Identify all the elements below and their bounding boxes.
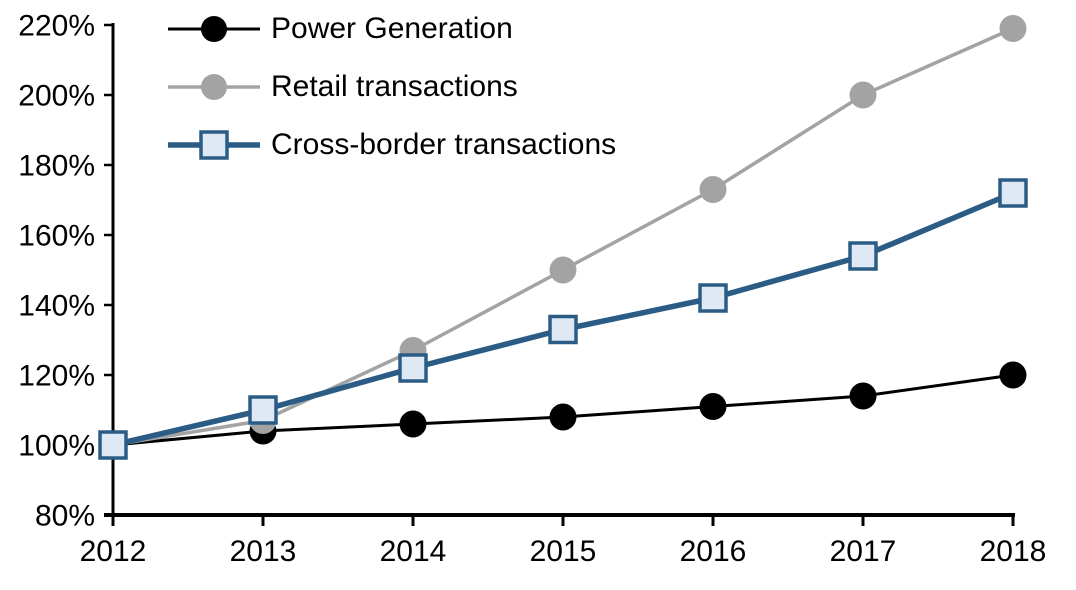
legend-marker-sample xyxy=(201,74,227,100)
y-axis-tick-label: 80% xyxy=(35,500,95,533)
data-point-marker-cross-border-transactions xyxy=(998,178,1028,208)
data-point-marker-power-generation xyxy=(399,410,427,438)
data-point-marker-cross-border-transactions xyxy=(398,353,428,383)
x-axis-tick-label: 2016 xyxy=(680,535,747,568)
legend-label-retail-transactions: Retail transactions xyxy=(271,70,518,103)
data-point-marker-retail-transactions xyxy=(549,256,577,284)
y-axis-tick-label: 120% xyxy=(18,360,95,393)
legend-marker-cross-border-transactions-icon xyxy=(168,130,260,160)
x-axis-tick-label: 2018 xyxy=(980,535,1047,568)
x-axis-tick-label: 2017 xyxy=(830,535,897,568)
data-point-marker-cross-border-transactions xyxy=(848,241,878,271)
data-point-marker-retail-transactions xyxy=(699,176,727,203)
x-axis-tick-label: 2012 xyxy=(80,535,147,568)
legend-marker-sample xyxy=(201,16,227,42)
data-point-marker-retail-transactions xyxy=(849,81,877,109)
legend-item-retail-transactions: Retail transactions xyxy=(166,70,616,104)
x-axis-tick-label: 2014 xyxy=(380,535,447,568)
data-point-marker-cross-border-transactions xyxy=(248,395,278,425)
y-axis-tick-label: 220% xyxy=(18,10,95,43)
y-axis-tick-label: 160% xyxy=(18,220,95,253)
data-point-marker-power-generation xyxy=(849,382,877,410)
data-point-marker-cross-border-transactions xyxy=(548,314,578,345)
x-axis-tick-label: 2013 xyxy=(230,535,297,568)
legend-marker-power-generation-icon xyxy=(168,16,260,42)
y-axis-tick-label: 180% xyxy=(18,150,95,183)
legend-label-cross-border-transactions: Cross-border transactions xyxy=(271,128,617,161)
legend-label-power-generation: Power Generation xyxy=(271,12,513,45)
data-point-marker-power-generation xyxy=(699,393,727,420)
legend: Power Generation Retail transactions Cro… xyxy=(166,12,616,162)
legend-marker-sample xyxy=(199,130,229,160)
y-axis-tick-label: 100% xyxy=(18,430,95,463)
y-axis-tick-label: 200% xyxy=(18,80,95,113)
y-axis-tick-label: 140% xyxy=(18,290,95,323)
data-point-marker-power-generation xyxy=(549,403,577,431)
x-axis-tick-label: 2015 xyxy=(530,535,597,568)
data-point-marker-cross-border-transactions xyxy=(698,283,728,313)
data-point-marker-cross-border-transactions xyxy=(98,430,128,460)
data-point-marker-power-generation xyxy=(999,361,1027,389)
legend-item-cross-border-transactions: Cross-border transactions xyxy=(166,128,616,162)
data-point-marker-retail-transactions xyxy=(999,15,1027,42)
legend-item-power-generation: Power Generation xyxy=(166,12,616,46)
legend-marker-retail-transactions-icon xyxy=(168,74,260,100)
